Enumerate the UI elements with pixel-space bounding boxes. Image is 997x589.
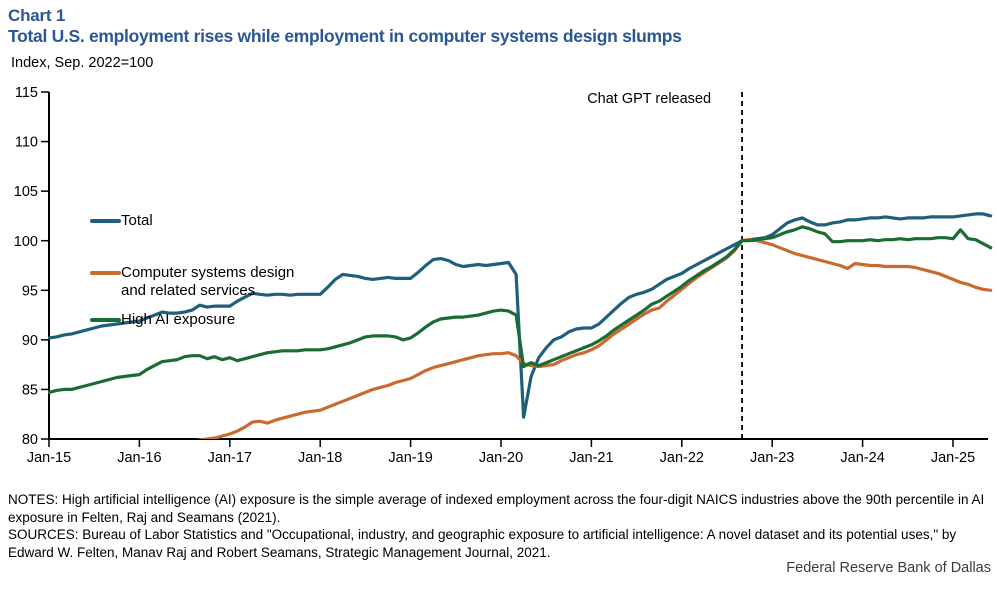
notes-paragraph: NOTES: High artificial intelligence (AI)… [8, 492, 985, 525]
chart-number-label: Chart 1 [8, 6, 66, 25]
employment-line-chart: 80 85 90 95 100 105 110 115 Jan-15 Jan-16 Jan-17 Ja… [0, 80, 997, 490]
chatgpt-release-annotation: Chat GPT released [587, 91, 711, 107]
y-tick-label: 110 [15, 135, 38, 151]
sources-paragraph: SOURCES: Bureau of Labor Statistics and … [8, 527, 957, 560]
computer-systems-line-swatch [90, 271, 121, 275]
legend-label-computer-systems: Computer systems design and related serv… [121, 264, 294, 300]
page-title: Total U.S. employment rises while employ… [8, 26, 682, 46]
y-tick-label: 90 [22, 333, 38, 349]
y-tick-label: 85 [22, 383, 38, 399]
high-ai-exposure-line [48, 225, 993, 394]
computer-systems-design-and-related-services-line [195, 238, 993, 439]
y-tick-label: 80 [22, 432, 38, 448]
high-ai-line-swatch [90, 318, 121, 322]
legend-label-computer-systems-line1: Computer systems design [121, 264, 295, 281]
y-tick-label: 100 [14, 234, 38, 250]
chart-canvas: 80 85 90 95 100 105 110 115 Jan-15 Jan-16 Jan-17 Ja… [14, 85, 993, 466]
x-tick-label: Jan-25 [931, 450, 975, 466]
publisher-label: Federal Reserve Bank of Dallas [786, 560, 991, 576]
legend-label-high-ai: High AI exposure [121, 311, 236, 328]
y-tick-label: 105 [14, 184, 38, 200]
chart-notes: NOTES: High artificial intelligence (AI)… [8, 491, 996, 561]
x-tick-label: Jan-23 [750, 450, 794, 466]
x-tick-label: Jan-22 [660, 450, 704, 466]
x-tick-label: Jan-20 [479, 450, 523, 466]
total-line-swatch [90, 219, 121, 223]
legend-item-total: Total [90, 212, 153, 230]
legend-label-total: Total [121, 212, 153, 229]
axis-units-label: Index, Sep. 2022=100 [11, 55, 154, 71]
y-tick-label: 115 [15, 85, 38, 101]
x-tick-label: Jan-24 [840, 450, 884, 466]
x-tick-label: Jan-18 [298, 450, 342, 466]
legend-item-high-ai-exposure: High AI exposure [90, 311, 235, 329]
x-tick-label: Jan-16 [117, 450, 161, 466]
x-tick-label: Jan-15 [27, 450, 71, 466]
y-tick-label: 95 [22, 283, 38, 299]
x-tick-label: Jan-21 [569, 450, 613, 466]
x-tick-label: Jan-17 [208, 450, 252, 466]
legend-label-computer-systems-line2: and related services [121, 282, 256, 299]
x-tick-label: Jan-19 [388, 450, 432, 466]
legend-item-computer-systems-design: Computer systems design and related serv… [90, 264, 294, 300]
